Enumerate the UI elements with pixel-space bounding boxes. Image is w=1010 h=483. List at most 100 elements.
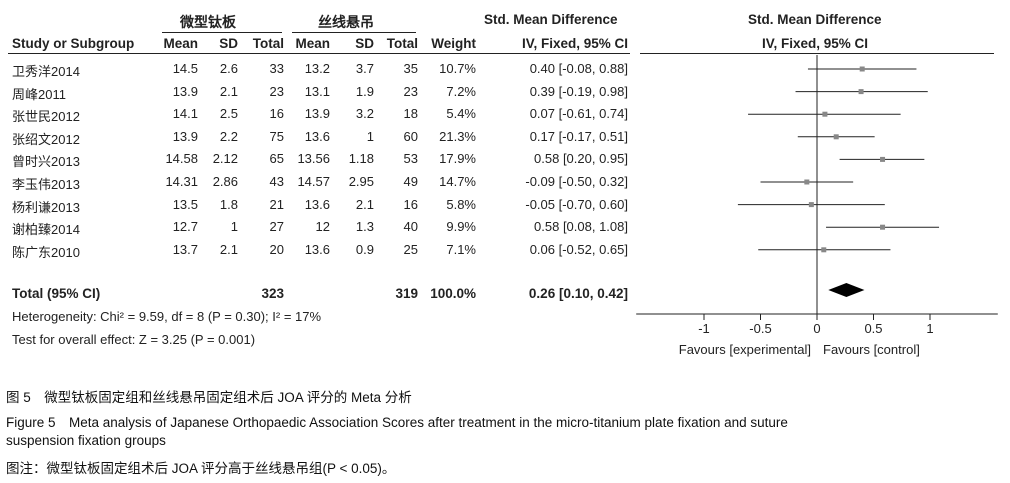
row-mean1: 14.1 (172, 106, 198, 122)
row-mean2: 13.1 (304, 83, 330, 99)
favours-control-label: Favours [control] (823, 342, 920, 357)
x-tick-label: -0.5 (749, 321, 771, 336)
row-total2: 35 (403, 61, 418, 76)
row-ci: 0.58 [0.08, 1.08] (534, 219, 628, 235)
row-mean1: 13.9 (172, 83, 198, 99)
row-mean1: 13.7 (172, 241, 198, 257)
row-sd1: 1 (230, 219, 238, 235)
x-tick-label: 1 (926, 321, 933, 336)
group1-underline (162, 32, 282, 33)
row-sd1: 2.12 (212, 151, 238, 167)
forest-plot: -1 -0.5 0 0.5 1 Favours [experimental] Favours… (636, 55, 998, 357)
row-total1: 20 (269, 241, 284, 257)
row-sd2: 1.9 (355, 83, 374, 99)
col-total2: Total (386, 36, 418, 51)
row-total2: 25 (403, 241, 418, 257)
row-total2: 18 (403, 106, 418, 122)
caption-cn: 图 5 微型钛板固定组和丝线悬吊固定组术后 JOA 评分的 Meta 分析 (6, 390, 412, 405)
row-total2: 49 (403, 174, 418, 189)
row-ci: 0.07 [-0.61, 0.74] (529, 106, 628, 122)
row-total2: 53 (403, 151, 418, 167)
effect-marker (822, 111, 828, 117)
row-sd1: 2.2 (219, 128, 238, 144)
row-study: 张世民2012 (12, 109, 80, 125)
group2-header: 丝线悬吊 (318, 14, 374, 30)
row-sd2: 1 (366, 128, 374, 144)
row-ci: 0.06 [-0.52, 0.65] (529, 241, 628, 257)
row-mean1: 14.5 (172, 61, 198, 76)
x-tick-label: 0.5 (864, 321, 882, 336)
row-ci: -0.09 [-0.50, 0.32] (525, 174, 628, 189)
col-sd2: SD (355, 36, 374, 51)
header-rule-left (8, 53, 630, 54)
group2-underline (292, 32, 416, 33)
row-study: 周峰2011 (12, 86, 66, 102)
row-sd2: 2.95 (348, 174, 374, 189)
col-sd1: SD (219, 36, 238, 51)
effect-marker (804, 179, 810, 185)
row-sd2: 1.3 (355, 219, 374, 235)
row-weight: 14.7% (439, 174, 476, 189)
row-sd2: 3.2 (355, 106, 374, 122)
row-mean2: 13.6 (304, 196, 330, 212)
row-weight: 5.8% (446, 196, 476, 212)
row-total2: 40 (403, 219, 418, 235)
row-sd2: 1.18 (348, 151, 374, 167)
caption-en-1: Figure 5 Meta analysis of Japanese Ortho… (6, 415, 788, 430)
row-study: 谢柏臻2014 (12, 222, 80, 238)
heterogeneity-text: Heterogeneity: Chi² = 9.59, df = 8 (P = … (12, 309, 322, 324)
row-weight: 7.2% (446, 83, 476, 99)
row-sd2: 2.1 (355, 196, 374, 212)
row-mean2: 13.56 (297, 151, 330, 167)
col-total1: Total (252, 36, 284, 51)
row-study: 李玉伟2013 (12, 177, 80, 192)
row-mean1: 13.9 (172, 128, 198, 144)
total-label: Total (95% CI) (12, 286, 101, 301)
effect-marker (858, 89, 864, 95)
row-sd2: 3.7 (355, 61, 374, 76)
row-mean2: 13.6 (304, 128, 330, 144)
effect-marker (880, 224, 886, 230)
row-ci: -0.05 [-0.70, 0.60] (525, 196, 628, 212)
row-ci: 0.17 [-0.17, 0.51] (529, 128, 628, 144)
total-weight: 100.0% (430, 286, 476, 301)
caption-note: 图注：微型钛板固定组术后 JOA 评分高于丝线悬吊组(P < 0.05)。 (6, 461, 396, 476)
effect-marker (808, 202, 814, 208)
row-weight: 5.4% (446, 106, 476, 122)
row-ci: 0.39 [-0.19, 0.98] (529, 83, 628, 99)
row-total1: 21 (269, 196, 284, 212)
summary-diamond (828, 283, 865, 297)
row-mean1: 13.5 (172, 196, 198, 212)
row-mean2: 12 (315, 219, 330, 235)
row-total1: 75 (269, 128, 284, 144)
x-tick-label: -1 (698, 321, 710, 336)
row-ci: 0.40 [-0.08, 0.88] (529, 61, 628, 76)
row-sd1: 2.1 (219, 83, 238, 99)
row-weight: 7.1% (446, 241, 476, 257)
row-study: 曾时兴2013 (12, 154, 80, 170)
row-sd1: 1.8 (219, 196, 238, 212)
row-sd2: 0.9 (355, 241, 374, 257)
row-mean2: 14.57 (297, 174, 330, 189)
row-weight: 10.7% (439, 61, 476, 76)
x-tick-label: 0 (813, 321, 820, 336)
chart-title: Std. Mean Difference (748, 12, 882, 27)
col-mean2: Mean (295, 36, 330, 51)
total-ci: 0.26 [0.10, 0.42] (528, 286, 628, 301)
row-study: 杨利谦2013 (12, 199, 80, 215)
chart-subtitle: IV, Fixed, 95% CI (762, 36, 869, 51)
col-ci: IV, Fixed, 95% CI (521, 36, 628, 51)
effect-marker (880, 156, 886, 162)
col-study: Study or Subgroup (12, 36, 135, 51)
row-mean2: 13.6 (304, 241, 330, 257)
row-mean1: 14.31 (165, 174, 198, 189)
effect-marker (859, 66, 865, 72)
smd-header: Std. Mean Difference (484, 12, 618, 27)
group1-header: 微型钛板 (180, 14, 236, 30)
header-rule-right (640, 53, 994, 54)
row-sd1: 2.1 (219, 241, 238, 257)
overall-effect-text: Test for overall effect: Z = 3.25 (P = 0… (12, 332, 256, 347)
row-sd1: 2.86 (212, 174, 238, 189)
total-n2: 319 (395, 286, 418, 301)
col-weight: Weight (431, 36, 476, 51)
